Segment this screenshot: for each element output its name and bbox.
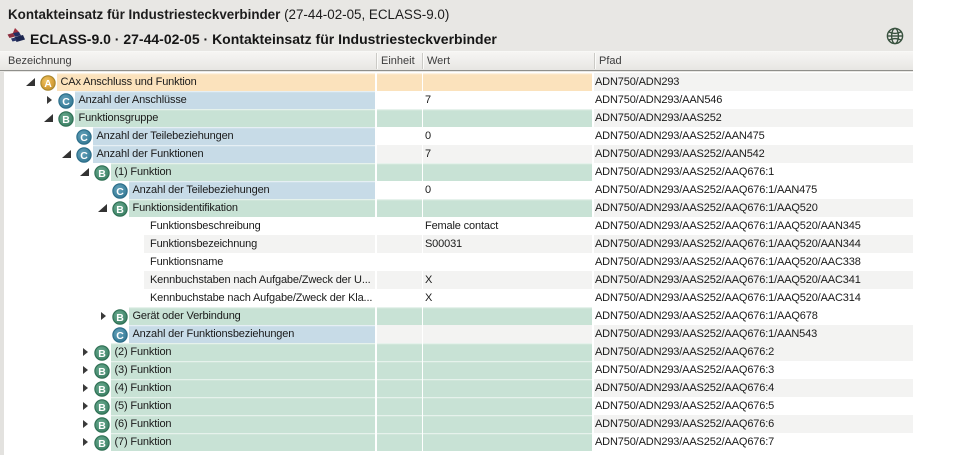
svg-text:C: C <box>80 150 88 162</box>
svg-text:B: B <box>98 168 106 180</box>
svg-text:B: B <box>98 438 106 450</box>
svg-text:C: C <box>80 132 88 144</box>
svg-text:B: B <box>98 348 106 360</box>
svg-text:B: B <box>98 402 106 414</box>
svg-text:A: A <box>44 78 52 90</box>
svg-text:B: B <box>98 384 106 396</box>
svg-text:B: B <box>116 312 124 324</box>
svg-text:B: B <box>98 420 106 432</box>
svg-text:B: B <box>62 114 70 126</box>
svg-text:C: C <box>116 330 124 342</box>
svg-text:B: B <box>98 366 106 378</box>
svg-text:C: C <box>62 96 70 108</box>
svg-text:B: B <box>116 204 124 216</box>
svg-text:C: C <box>116 186 124 198</box>
